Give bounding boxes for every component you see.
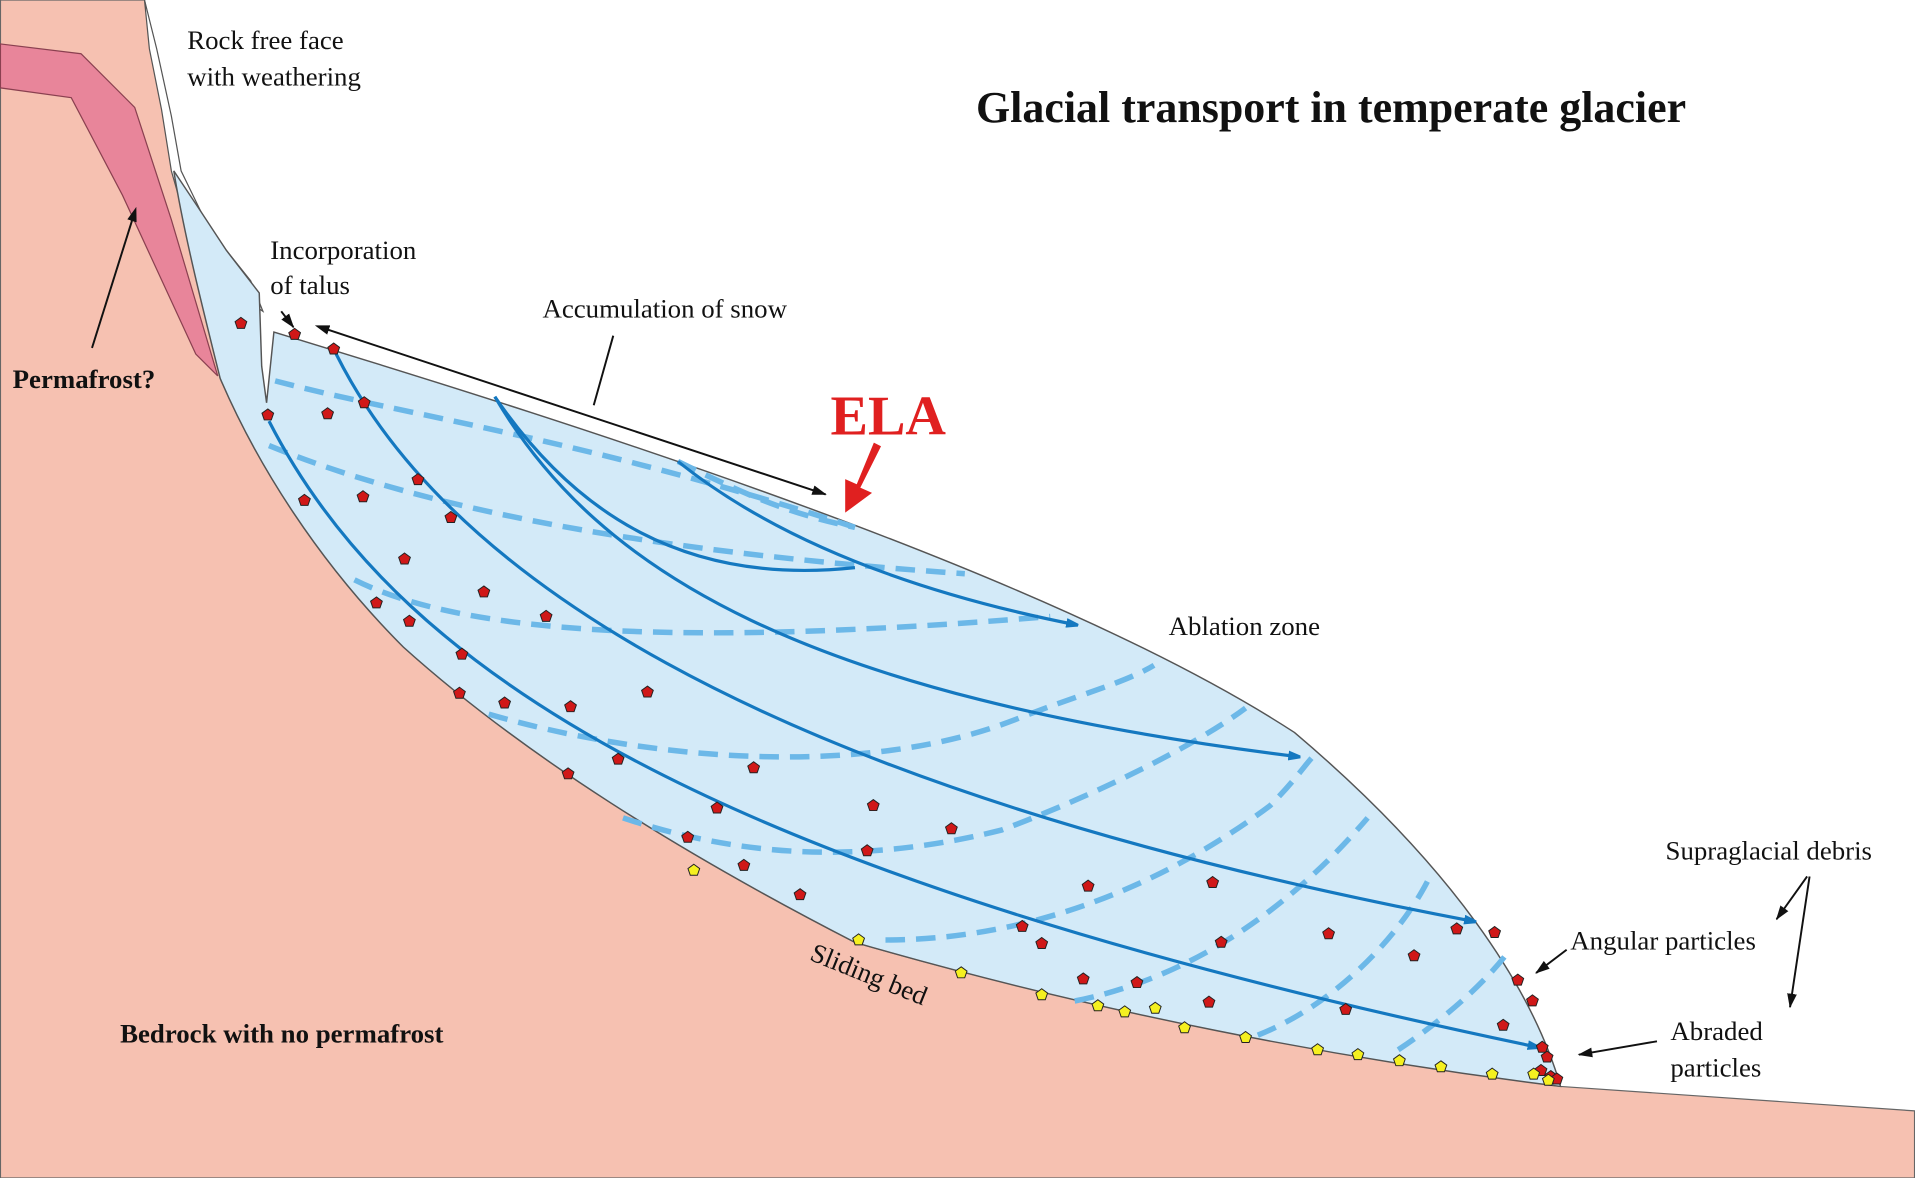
particle: [1540, 1050, 1554, 1063]
label: Bedrock with no permafrost: [120, 1018, 443, 1048]
particle: [1496, 1018, 1510, 1031]
label: of talus: [270, 270, 350, 300]
particle: [737, 858, 751, 871]
ela-label: ELA: [831, 386, 947, 448]
particle: [1091, 999, 1105, 1012]
particle: [402, 614, 416, 627]
particle: [710, 801, 724, 814]
label: with weathering: [187, 61, 361, 91]
permafrost-layer: [0, 43, 219, 377]
particle: [561, 767, 575, 780]
particle: [1239, 1030, 1253, 1043]
particle: [1392, 1054, 1406, 1067]
particle: [1035, 936, 1049, 949]
particle: [455, 647, 469, 660]
particle: [1535, 1040, 1549, 1053]
label: Angular particles: [1570, 926, 1756, 956]
label: Permafrost?: [13, 364, 156, 394]
label: Incorporation: [270, 235, 417, 265]
particle: [954, 966, 968, 979]
particle: [747, 761, 761, 774]
particle: [477, 585, 491, 598]
particle: [1488, 925, 1502, 939]
ela-arrow: [845, 442, 882, 513]
particle: [1076, 972, 1090, 985]
particle: [327, 342, 341, 355]
particle: [564, 700, 577, 713]
label: Rock free face: [187, 25, 343, 55]
particle: [1206, 875, 1220, 888]
particle: [944, 822, 958, 835]
particle: [1118, 1005, 1132, 1018]
particle: [1148, 1001, 1162, 1014]
particle: [1202, 995, 1216, 1008]
particle: [1339, 1002, 1353, 1015]
particle: [297, 493, 311, 506]
particle: [1485, 1067, 1499, 1080]
particle: [681, 830, 695, 843]
label: Supraglacial debris: [1666, 835, 1872, 865]
particle: [1015, 919, 1029, 932]
particle: [1311, 1043, 1325, 1056]
particle: [1450, 922, 1464, 935]
particle: [444, 510, 458, 523]
title: Glacial transport in temperate glacier: [976, 83, 1686, 132]
particle: [793, 888, 807, 901]
particle: [1351, 1047, 1365, 1061]
particle: [1511, 973, 1525, 986]
particle: [1035, 988, 1049, 1001]
particle: [1178, 1021, 1191, 1034]
particle: [1526, 994, 1539, 1007]
particle: [1434, 1060, 1448, 1073]
particle: [1214, 935, 1228, 948]
particle: [1527, 1067, 1541, 1080]
particle: [234, 316, 248, 329]
particle: [640, 685, 654, 698]
label: Abraded: [1670, 1016, 1763, 1046]
particle: [288, 327, 302, 340]
particle: [398, 552, 411, 565]
label: particles: [1670, 1053, 1761, 1083]
label: Accumulation of snow: [542, 293, 787, 323]
particle: [1130, 975, 1144, 989]
particle: [498, 696, 512, 709]
particle: [860, 844, 874, 857]
particle: [852, 933, 866, 946]
particle: [453, 686, 466, 699]
particle: [261, 408, 275, 421]
particle: [866, 798, 880, 812]
label: Ablation zone: [1169, 611, 1320, 641]
particle: [369, 596, 383, 609]
particle: [687, 863, 701, 876]
rock-face: [143, 0, 265, 313]
particle: [539, 609, 553, 622]
pointers: [91, 206, 1811, 1058]
particle: [1541, 1073, 1555, 1086]
particle: [1407, 949, 1421, 962]
particle: [1081, 879, 1095, 892]
particle: [611, 752, 625, 765]
particle: [1322, 927, 1336, 940]
